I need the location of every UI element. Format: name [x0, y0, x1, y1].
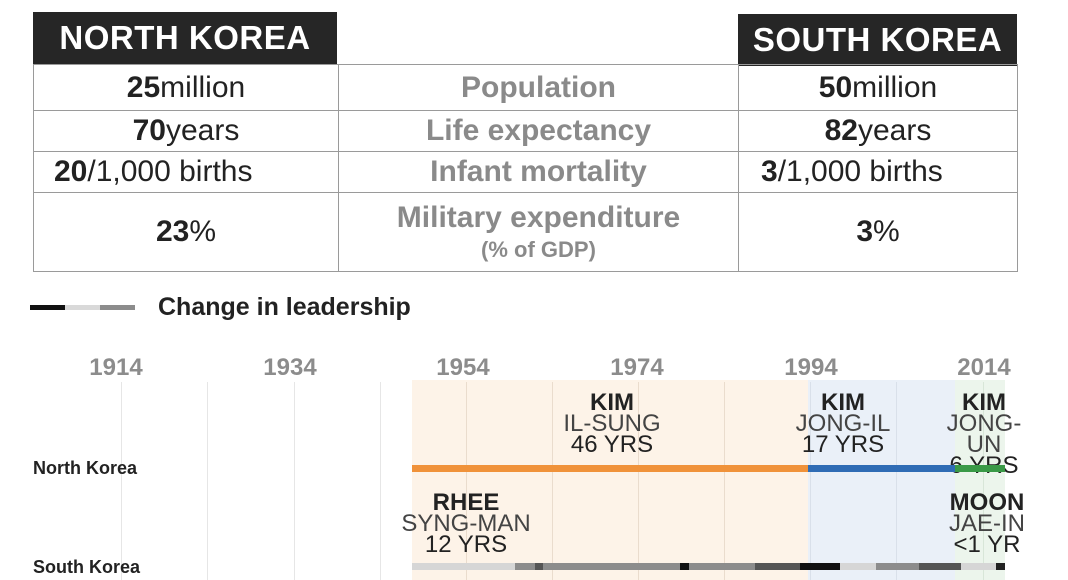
grid-line: [896, 382, 897, 580]
south-bar-segment: [800, 563, 840, 570]
north-korea-header: NORTH KOREA: [33, 12, 337, 64]
south-bar-segment: [961, 563, 996, 570]
grid-line: [724, 382, 725, 580]
band-kim-jong-un: [955, 380, 1005, 580]
grid-line: [983, 382, 984, 580]
year-label-1934: 1934: [263, 354, 317, 381]
metric-population: Population: [338, 64, 739, 111]
year-label-1994: 1994: [784, 354, 838, 381]
south-bar-segment: [840, 563, 876, 570]
south-bar-segment: [876, 563, 919, 570]
leader-kim-jong-il: KIM JONG-IL 17 YRS: [795, 389, 891, 458]
north-military-expenditure: 23%: [33, 192, 339, 272]
grid-line: [638, 382, 639, 580]
north-life-expectancy: 70 years: [33, 110, 339, 152]
south-bar-segment: [535, 563, 543, 570]
south-infant-mortality: 3/1,000 births: [738, 151, 1018, 193]
metric-military-expenditure: Military expenditure (% of GDP): [338, 192, 739, 272]
leader-kim-il-sung: KIM IL-SUNG 46 YRS: [563, 389, 661, 458]
grid-line: [380, 382, 381, 580]
grid-line: [466, 382, 467, 580]
south-bar-segment: [755, 563, 800, 570]
north-population: 25 million: [33, 64, 339, 111]
metric-life-expectancy: Life expectancy: [338, 110, 739, 152]
grid-line: [810, 382, 811, 580]
grid-line: [552, 382, 553, 580]
south-bar-segment: [543, 563, 680, 570]
row-label-north-korea: North Korea: [33, 458, 138, 478]
south-bar-segment: [680, 563, 689, 570]
south-life-expectancy: 82 years: [738, 110, 1018, 152]
metric-infant-mortality: Infant mortality: [338, 151, 739, 193]
row-label-south-korea: South Korea: [33, 557, 141, 577]
leader-kim-jong-un: KIM JONG-UN 6 YRS: [946, 389, 1022, 478]
year-label-1914: 1914: [89, 354, 143, 381]
metric-military-sub: (% of GDP): [481, 237, 596, 262]
south-korea-header: SOUTH KOREA: [738, 14, 1017, 66]
grid-line: [294, 382, 295, 580]
band-kim-il-sung: [412, 380, 808, 580]
south-bar-segment: [689, 563, 755, 570]
band-kim-jong-il: [808, 380, 955, 580]
south-leadership-bar: [412, 563, 1005, 570]
south-population: 50 million: [738, 64, 1018, 111]
grid-line: [121, 382, 122, 580]
leader-rhee-syng-man: RHEE SYNG-MAN 12 YRS: [401, 489, 531, 558]
south-bar-segment: [515, 563, 535, 570]
south-bar-segment: [919, 563, 961, 570]
year-label-2014: 2014: [957, 354, 1011, 381]
grid-line: [207, 382, 208, 580]
south-military-expenditure: 3%: [738, 192, 1018, 272]
legend-swatch: [30, 305, 135, 310]
legend-title: Change in leadership: [158, 293, 411, 321]
south-bar-segment: [412, 563, 515, 570]
north-infant-mortality: 20/1,000 births: [33, 151, 339, 193]
south-bar-segment: [996, 563, 1005, 570]
leader-moon-jae-in: MOON JAE-IN <1 YR: [948, 489, 1026, 558]
north-bar-kim-jong-un: [955, 465, 1005, 472]
year-label-1954: 1954: [436, 354, 490, 381]
north-bar-kim-il-sung: [412, 465, 808, 472]
year-label-1974: 1974: [610, 354, 664, 381]
north-bar-kim-jong-il: [808, 465, 955, 472]
